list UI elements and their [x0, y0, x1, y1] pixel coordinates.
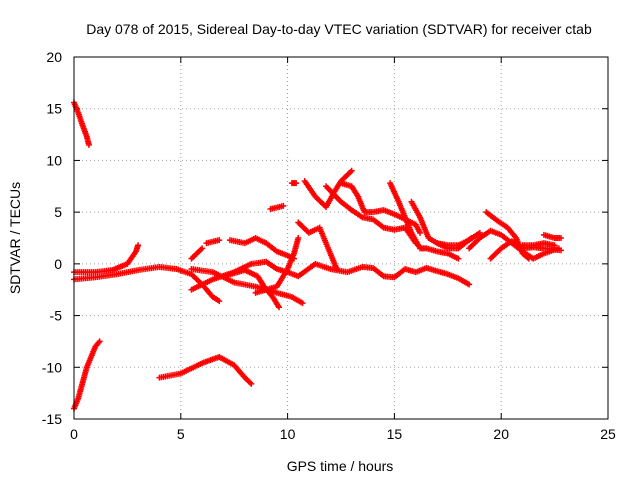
data-point — [135, 242, 142, 249]
data-track — [71, 263, 223, 305]
data-point — [299, 300, 306, 307]
x-tick-label: 5 — [177, 426, 185, 442]
x-axis-label: GPS time / hours — [287, 458, 394, 474]
data-track — [71, 99, 92, 148]
data-point — [551, 242, 558, 249]
data-point — [558, 247, 565, 254]
data-track — [288, 180, 300, 187]
grid-lines — [74, 57, 608, 419]
data-track — [434, 229, 483, 249]
data-track — [252, 235, 302, 296]
chart-title: Day 078 of 2015, Sidereal Day-to-day VTE… — [86, 21, 592, 37]
data-point — [525, 255, 532, 262]
data-track — [156, 353, 255, 387]
data-point — [558, 235, 565, 241]
data-point — [476, 229, 483, 236]
plot-frame — [73, 56, 609, 420]
data-track — [220, 267, 283, 311]
data-points — [71, 99, 565, 412]
data-track — [295, 219, 340, 273]
x-tick-label: 15 — [387, 426, 403, 442]
y-tick-label: 0 — [54, 256, 62, 272]
data-track — [71, 338, 103, 412]
y-axis-label: SDTVAR / TECUs — [7, 182, 23, 294]
data-track — [188, 245, 206, 262]
data-point — [348, 167, 355, 174]
data-track — [203, 237, 223, 247]
data-point — [280, 202, 287, 209]
data-point — [466, 281, 473, 288]
y-tick-label: 15 — [46, 101, 62, 117]
data-track — [483, 209, 532, 262]
y-tick-label: -15 — [42, 411, 62, 427]
data-point — [216, 298, 223, 305]
data-point — [295, 235, 302, 241]
data-point — [216, 237, 223, 244]
data-track — [519, 240, 558, 249]
data-point — [248, 380, 255, 387]
data-point — [199, 245, 206, 252]
y-tick-label: 20 — [46, 49, 62, 65]
y-tick-label: 5 — [54, 204, 62, 220]
y-tick-label: 10 — [46, 152, 62, 168]
data-track — [267, 202, 287, 213]
data-track — [387, 180, 462, 262]
data-point — [455, 255, 462, 262]
data-point — [293, 180, 300, 187]
data-point — [96, 338, 103, 345]
data-point — [333, 266, 340, 273]
data-track — [540, 231, 565, 241]
data-track — [71, 242, 142, 276]
x-tick-label: 20 — [493, 426, 509, 442]
data-point — [417, 229, 424, 236]
y-tick-label: -10 — [42, 359, 62, 375]
x-tick-label: 10 — [280, 426, 296, 442]
data-point — [85, 141, 92, 148]
y-tick-label: -5 — [50, 308, 63, 324]
data-point — [276, 304, 283, 311]
data-track — [226, 235, 298, 262]
x-tick-label: 25 — [600, 426, 616, 442]
x-tick-label: 0 — [70, 426, 78, 442]
